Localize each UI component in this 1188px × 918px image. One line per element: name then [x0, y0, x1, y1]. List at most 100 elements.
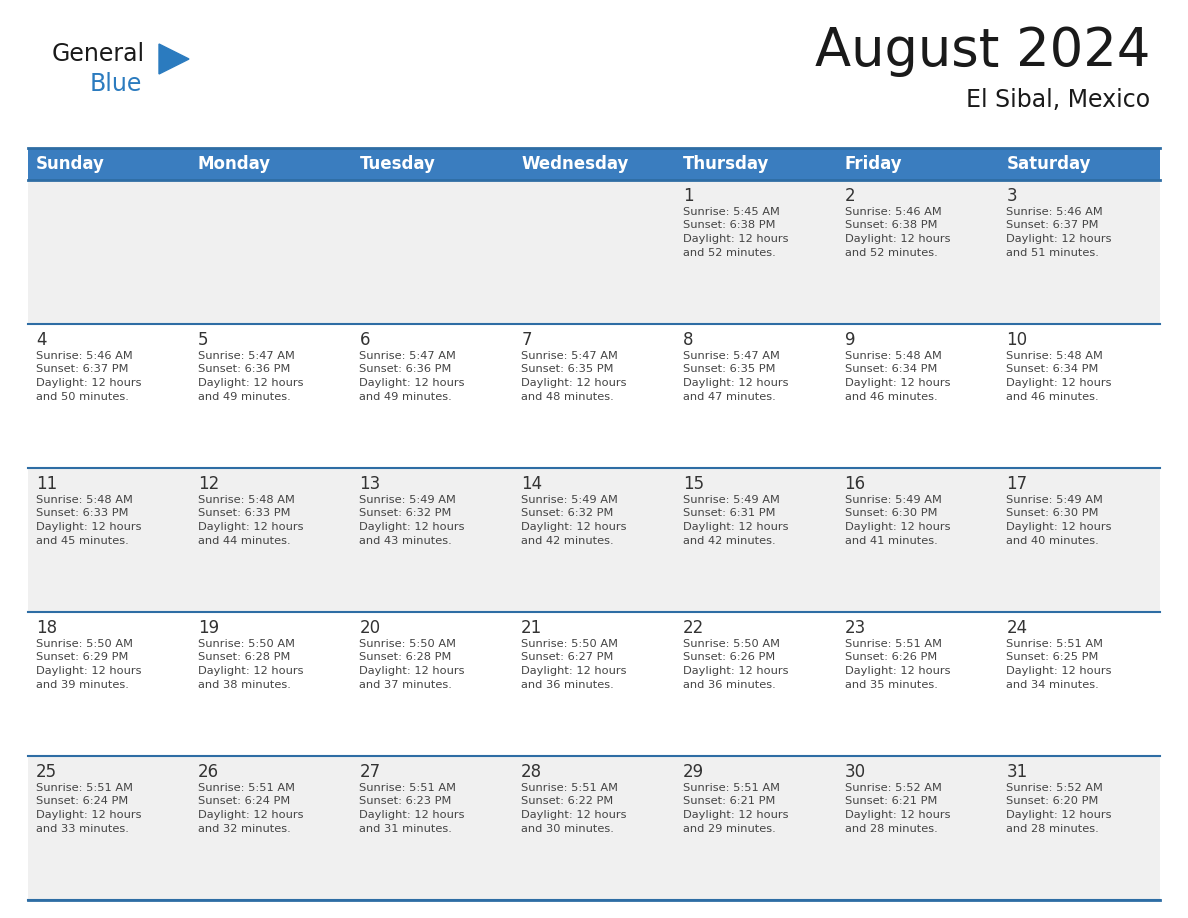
- Text: Sunrise: 5:51 AM: Sunrise: 5:51 AM: [683, 783, 779, 793]
- Bar: [513, 612, 675, 756]
- Polygon shape: [159, 44, 189, 74]
- Bar: [513, 756, 675, 900]
- Bar: [190, 612, 352, 756]
- Text: Daylight: 12 hours: Daylight: 12 hours: [522, 810, 626, 820]
- Bar: [998, 468, 1159, 612]
- Text: Sunrise: 5:50 AM: Sunrise: 5:50 AM: [683, 639, 779, 649]
- Bar: [513, 324, 675, 468]
- Text: 28: 28: [522, 763, 542, 781]
- Text: Sunrise: 5:48 AM: Sunrise: 5:48 AM: [1006, 351, 1104, 361]
- Text: Sunset: 6:34 PM: Sunset: 6:34 PM: [845, 364, 937, 375]
- Text: Daylight: 12 hours: Daylight: 12 hours: [1006, 810, 1112, 820]
- Text: Sunset: 6:35 PM: Sunset: 6:35 PM: [522, 364, 614, 375]
- Text: 11: 11: [36, 475, 57, 493]
- Bar: [352, 180, 513, 324]
- Text: Daylight: 12 hours: Daylight: 12 hours: [845, 378, 950, 388]
- Text: 8: 8: [683, 331, 694, 349]
- Text: August 2024: August 2024: [815, 25, 1150, 77]
- Text: Sunset: 6:34 PM: Sunset: 6:34 PM: [1006, 364, 1099, 375]
- Bar: [675, 756, 836, 900]
- Text: Daylight: 12 hours: Daylight: 12 hours: [36, 378, 141, 388]
- Text: 30: 30: [845, 763, 866, 781]
- Text: Sunrise: 5:47 AM: Sunrise: 5:47 AM: [197, 351, 295, 361]
- Text: Sunset: 6:23 PM: Sunset: 6:23 PM: [360, 797, 451, 807]
- Text: Sunset: 6:32 PM: Sunset: 6:32 PM: [360, 509, 451, 519]
- Text: Daylight: 12 hours: Daylight: 12 hours: [197, 522, 303, 532]
- Text: Sunrise: 5:45 AM: Sunrise: 5:45 AM: [683, 207, 779, 217]
- Text: Sunrise: 5:49 AM: Sunrise: 5:49 AM: [1006, 495, 1104, 505]
- Bar: [836, 612, 998, 756]
- Text: Sunset: 6:33 PM: Sunset: 6:33 PM: [197, 509, 290, 519]
- Text: and 50 minutes.: and 50 minutes.: [36, 391, 128, 401]
- Text: Sunrise: 5:52 AM: Sunrise: 5:52 AM: [1006, 783, 1104, 793]
- Bar: [998, 612, 1159, 756]
- Text: Sunrise: 5:52 AM: Sunrise: 5:52 AM: [845, 783, 941, 793]
- Text: General: General: [52, 42, 145, 66]
- Text: Sunrise: 5:46 AM: Sunrise: 5:46 AM: [36, 351, 133, 361]
- Text: 24: 24: [1006, 619, 1028, 637]
- Text: Daylight: 12 hours: Daylight: 12 hours: [1006, 666, 1112, 676]
- Text: 29: 29: [683, 763, 704, 781]
- Text: and 42 minutes.: and 42 minutes.: [522, 535, 614, 545]
- Text: 21: 21: [522, 619, 543, 637]
- Text: Monday: Monday: [197, 155, 271, 173]
- Text: Daylight: 12 hours: Daylight: 12 hours: [683, 666, 789, 676]
- Text: Daylight: 12 hours: Daylight: 12 hours: [845, 810, 950, 820]
- Bar: [190, 324, 352, 468]
- Text: and 30 minutes.: and 30 minutes.: [522, 823, 614, 834]
- Text: Sunset: 6:38 PM: Sunset: 6:38 PM: [683, 220, 776, 230]
- Text: Sunset: 6:30 PM: Sunset: 6:30 PM: [1006, 509, 1099, 519]
- Text: Sunset: 6:20 PM: Sunset: 6:20 PM: [1006, 797, 1099, 807]
- Text: and 46 minutes.: and 46 minutes.: [1006, 391, 1099, 401]
- Text: Daylight: 12 hours: Daylight: 12 hours: [360, 810, 465, 820]
- Text: Sunset: 6:21 PM: Sunset: 6:21 PM: [845, 797, 937, 807]
- Text: Sunrise: 5:47 AM: Sunrise: 5:47 AM: [522, 351, 618, 361]
- Text: and 41 minutes.: and 41 minutes.: [845, 535, 937, 545]
- Text: Sunrise: 5:50 AM: Sunrise: 5:50 AM: [197, 639, 295, 649]
- Text: Wednesday: Wednesday: [522, 155, 628, 173]
- Text: 5: 5: [197, 331, 208, 349]
- Text: Blue: Blue: [90, 72, 143, 96]
- Text: Sunrise: 5:51 AM: Sunrise: 5:51 AM: [36, 783, 133, 793]
- Text: Daylight: 12 hours: Daylight: 12 hours: [683, 234, 789, 244]
- Bar: [998, 756, 1159, 900]
- Text: and 47 minutes.: and 47 minutes.: [683, 391, 776, 401]
- Bar: [513, 468, 675, 612]
- Text: 12: 12: [197, 475, 219, 493]
- Text: Sunrise: 5:47 AM: Sunrise: 5:47 AM: [360, 351, 456, 361]
- Text: Sunrise: 5:48 AM: Sunrise: 5:48 AM: [197, 495, 295, 505]
- Text: Daylight: 12 hours: Daylight: 12 hours: [845, 522, 950, 532]
- Text: Sunrise: 5:49 AM: Sunrise: 5:49 AM: [522, 495, 618, 505]
- Text: 25: 25: [36, 763, 57, 781]
- Text: and 36 minutes.: and 36 minutes.: [522, 679, 614, 689]
- Text: 31: 31: [1006, 763, 1028, 781]
- Bar: [190, 180, 352, 324]
- Bar: [352, 468, 513, 612]
- Text: Sunrise: 5:51 AM: Sunrise: 5:51 AM: [197, 783, 295, 793]
- Text: and 44 minutes.: and 44 minutes.: [197, 535, 290, 545]
- Text: 26: 26: [197, 763, 219, 781]
- Text: Sunset: 6:30 PM: Sunset: 6:30 PM: [845, 509, 937, 519]
- Text: and 49 minutes.: and 49 minutes.: [197, 391, 290, 401]
- Text: Daylight: 12 hours: Daylight: 12 hours: [683, 810, 789, 820]
- Text: and 48 minutes.: and 48 minutes.: [522, 391, 614, 401]
- Text: 16: 16: [845, 475, 866, 493]
- Bar: [352, 612, 513, 756]
- Text: Sunrise: 5:50 AM: Sunrise: 5:50 AM: [360, 639, 456, 649]
- Text: and 28 minutes.: and 28 minutes.: [1006, 823, 1099, 834]
- Text: and 31 minutes.: and 31 minutes.: [360, 823, 453, 834]
- Text: 14: 14: [522, 475, 542, 493]
- Text: and 43 minutes.: and 43 minutes.: [360, 535, 453, 545]
- Text: and 45 minutes.: and 45 minutes.: [36, 535, 128, 545]
- Text: 3: 3: [1006, 187, 1017, 205]
- Bar: [675, 324, 836, 468]
- Text: Sunset: 6:33 PM: Sunset: 6:33 PM: [36, 509, 128, 519]
- Text: 10: 10: [1006, 331, 1028, 349]
- Text: Daylight: 12 hours: Daylight: 12 hours: [360, 666, 465, 676]
- Text: and 40 minutes.: and 40 minutes.: [1006, 535, 1099, 545]
- Text: Sunset: 6:38 PM: Sunset: 6:38 PM: [845, 220, 937, 230]
- Text: Sunrise: 5:46 AM: Sunrise: 5:46 AM: [1006, 207, 1102, 217]
- Text: 13: 13: [360, 475, 380, 493]
- Text: Sunrise: 5:47 AM: Sunrise: 5:47 AM: [683, 351, 779, 361]
- Text: Sunset: 6:24 PM: Sunset: 6:24 PM: [197, 797, 290, 807]
